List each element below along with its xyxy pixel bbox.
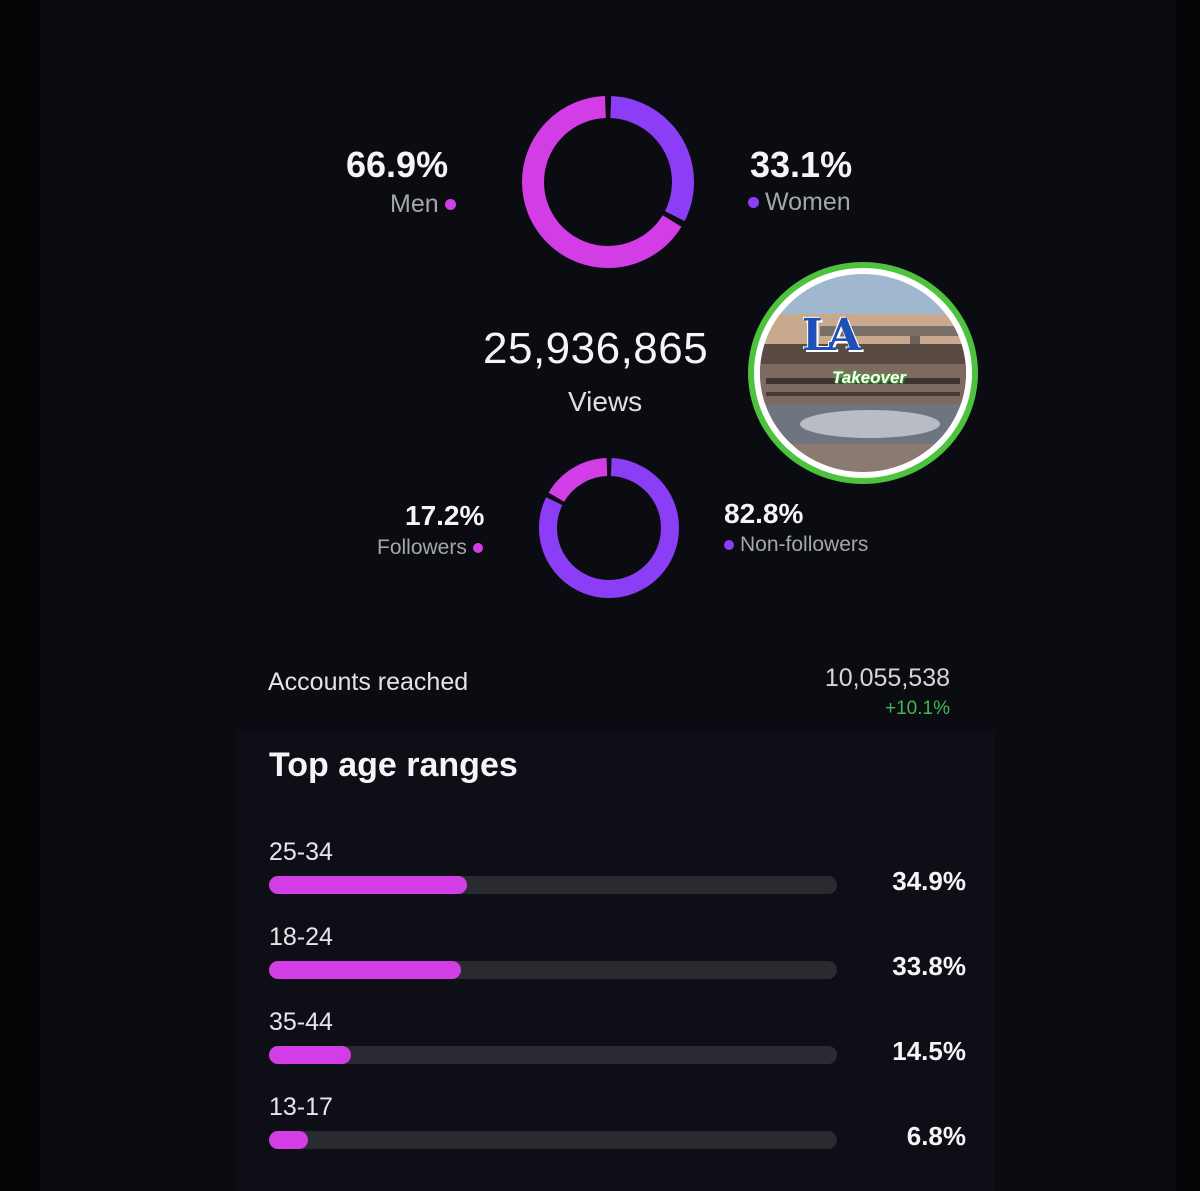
story-thumbnail-border: LA Takeover (754, 268, 972, 478)
la-logo: LA (802, 310, 861, 361)
age-range-label: 25-34 (269, 838, 333, 866)
non-followers-label: Non-followers (740, 533, 869, 556)
age-range-bar-fill (269, 1131, 308, 1149)
age-range-label: 13-17 (269, 1093, 333, 1121)
age-range-bar-track (269, 1131, 837, 1149)
followers-donut (539, 458, 679, 598)
story-thumbnail[interactable]: LA Takeover (748, 262, 978, 484)
non-followers-percent: 82.8% (724, 498, 804, 529)
followers-percent: 17.2% (405, 500, 485, 531)
age-range-percent: 34.9% (892, 866, 966, 896)
followers-label: Followers (377, 536, 467, 559)
followers-legend: Followers (377, 536, 483, 560)
non-followers-legend: Non-followers (724, 533, 868, 557)
gender-donut-women-arc (522, 96, 694, 268)
age-range-bar-track (269, 1046, 837, 1064)
men-legend: Men (390, 190, 456, 219)
age-range-bar-track (269, 876, 837, 894)
views-count: 25,936,865 (483, 324, 709, 373)
accounts-reached-count: 10,055,538 (824, 664, 950, 692)
age-range-bar-fill (269, 961, 461, 979)
women-label: Women (765, 188, 851, 216)
women-legend: Women (748, 188, 851, 217)
men-legend-dot (444, 199, 456, 210)
views-label: Views (568, 386, 643, 417)
gender-donut-men-arc (522, 96, 694, 268)
women-legend-dot (748, 197, 759, 208)
followers-legend-dot (472, 543, 483, 553)
accounts-reached-delta: +10.1% (885, 698, 950, 719)
non-followers-legend-dot (724, 540, 734, 550)
age-range-bar-track (269, 961, 837, 979)
takeover-caption: Takeover (832, 368, 907, 387)
men-label: Men (390, 190, 439, 218)
followers-donut-nonfollowers-arc (539, 458, 679, 598)
accounts-reached-label: Accounts reached (268, 668, 469, 696)
age-range-bar-fill (269, 1046, 352, 1064)
age-range-percent: 14.5% (892, 1036, 966, 1066)
stadium-scene-image (760, 274, 966, 472)
age-ranges-title: Top age ranges (269, 746, 518, 784)
age-range-percent: 6.8% (906, 1121, 966, 1151)
age-range-label: 18-24 (269, 923, 333, 951)
men-percent: 66.9% (346, 144, 449, 185)
age-range-label: 35-44 (269, 1008, 333, 1036)
gender-donut (522, 96, 694, 268)
women-percent: 33.1% (750, 144, 853, 185)
story-thumbnail-photo: LA Takeover (760, 274, 966, 472)
age-range-bar-fill (269, 876, 468, 894)
age-ranges-card (236, 730, 994, 1191)
age-range-percent: 33.8% (892, 951, 966, 981)
